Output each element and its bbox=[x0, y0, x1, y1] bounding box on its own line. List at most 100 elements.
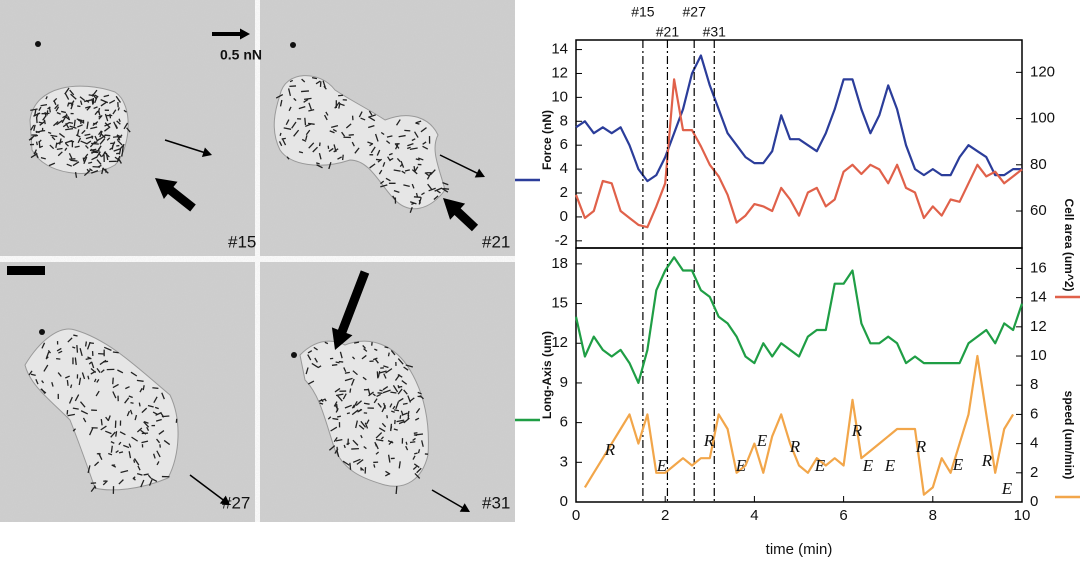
phase-annotation: R bbox=[981, 451, 993, 470]
traction-vector bbox=[115, 431, 118, 437]
traction-vector bbox=[377, 158, 383, 163]
traction-vector bbox=[403, 417, 410, 424]
traction-vector bbox=[98, 452, 103, 460]
traction-vector bbox=[407, 395, 412, 403]
traction-vector bbox=[337, 156, 342, 160]
series-line bbox=[575, 54, 1022, 183]
traction-vector bbox=[319, 402, 324, 405]
traction-vector bbox=[128, 443, 132, 448]
x-tick-label: 4 bbox=[750, 507, 758, 524]
traction-vector bbox=[68, 121, 74, 124]
traction-vector bbox=[154, 406, 159, 410]
traction-vector bbox=[335, 361, 340, 364]
y2-tick-label: 0 bbox=[1030, 493, 1038, 510]
traction-vector bbox=[61, 110, 67, 114]
traction-vector bbox=[55, 142, 58, 149]
traction-vector bbox=[412, 437, 416, 442]
traction-vector bbox=[57, 151, 63, 157]
y-tick-label: 2 bbox=[560, 184, 568, 201]
phase-annotation: R bbox=[604, 440, 616, 459]
direction-arrow bbox=[443, 198, 479, 232]
traction-vector bbox=[393, 169, 401, 172]
y2-tick-label: 80 bbox=[1030, 156, 1047, 173]
traction-vector bbox=[286, 156, 290, 160]
traction-vector bbox=[307, 350, 313, 354]
x-tick-label: 10 bbox=[1014, 507, 1031, 524]
traction-vector bbox=[343, 444, 346, 449]
traction-vector bbox=[117, 107, 120, 111]
y-tick-label: 14 bbox=[551, 41, 568, 58]
traction-vector bbox=[133, 458, 140, 466]
traction-vector bbox=[116, 134, 122, 138]
traction-vector bbox=[409, 147, 418, 151]
traction-vector bbox=[397, 373, 403, 378]
traction-vector bbox=[409, 397, 415, 402]
traction-vector bbox=[95, 151, 101, 159]
traction-vector bbox=[315, 80, 321, 85]
y2-tick-label: 60 bbox=[1030, 202, 1047, 219]
traction-vector bbox=[91, 142, 99, 145]
traction-vector bbox=[104, 122, 112, 127]
traction-vector bbox=[442, 181, 449, 186]
traction-vector bbox=[106, 137, 111, 141]
traction-vector bbox=[335, 438, 343, 442]
traction-vector bbox=[374, 133, 379, 142]
traction-vector bbox=[123, 444, 130, 449]
traction-vector bbox=[66, 380, 69, 386]
traction-vector bbox=[72, 407, 79, 410]
traction-vector bbox=[434, 187, 442, 192]
traction-vector bbox=[356, 459, 364, 465]
direction-arrow bbox=[431, 489, 470, 512]
traction-vector bbox=[40, 104, 48, 107]
traction-vector bbox=[330, 426, 338, 432]
traction-vector bbox=[86, 168, 90, 173]
traction-vector bbox=[93, 106, 98, 110]
traction-vector bbox=[111, 145, 114, 150]
phase-annotation: E bbox=[656, 456, 668, 475]
traction-vector bbox=[105, 416, 109, 421]
traction-vector bbox=[411, 183, 415, 189]
traction-vector bbox=[83, 153, 89, 160]
traction-vector bbox=[89, 342, 95, 345]
traction-vector bbox=[125, 386, 130, 390]
traction-vector bbox=[82, 157, 85, 162]
traction-vector bbox=[442, 187, 450, 190]
phase-annotation: R bbox=[915, 437, 927, 456]
y-tick-label: 9 bbox=[560, 374, 568, 391]
y2-tick-label: 16 bbox=[1030, 259, 1047, 276]
traction-vector bbox=[57, 372, 62, 377]
traction-vector bbox=[33, 112, 41, 117]
traction-vector bbox=[303, 98, 309, 103]
phase-annotation: E bbox=[756, 431, 768, 450]
traction-vector bbox=[380, 436, 384, 440]
traction-vector bbox=[100, 418, 103, 426]
traction-vector bbox=[35, 141, 38, 146]
traction-vector bbox=[110, 445, 113, 453]
traction-vector bbox=[81, 129, 86, 135]
traction-vector bbox=[387, 454, 391, 463]
series-line bbox=[583, 354, 1015, 496]
traction-vector bbox=[323, 398, 327, 402]
traction-vector bbox=[363, 446, 367, 450]
traction-vector bbox=[405, 364, 414, 368]
y-tick-label: 10 bbox=[551, 88, 568, 105]
traction-vector bbox=[91, 156, 97, 161]
traction-vector bbox=[338, 102, 341, 109]
traction-vector bbox=[62, 114, 67, 119]
traction-vector bbox=[375, 443, 379, 450]
traction-vector bbox=[156, 438, 161, 444]
traction-vector bbox=[352, 439, 359, 446]
traction-vector bbox=[364, 422, 369, 429]
traction-vector bbox=[388, 152, 393, 156]
traction-vector bbox=[76, 345, 79, 353]
traction-vector bbox=[428, 187, 436, 192]
traction-vector bbox=[70, 159, 78, 162]
traction-vector bbox=[397, 385, 403, 388]
frame-label: #31 bbox=[482, 493, 510, 512]
traction-vector bbox=[35, 112, 39, 118]
traction-vector bbox=[368, 391, 374, 397]
traction-vector bbox=[385, 368, 393, 374]
traction-vector bbox=[352, 401, 358, 409]
traction-vector bbox=[421, 192, 425, 196]
traction-vector bbox=[415, 120, 422, 124]
